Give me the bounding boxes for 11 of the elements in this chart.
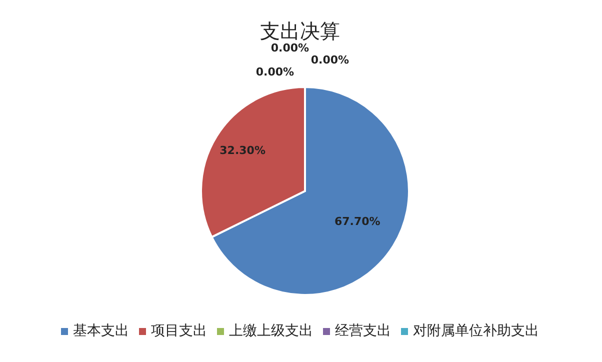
text: 0.00% — [256, 66, 294, 78]
legend-label: 基本支出 — [73, 322, 129, 340]
data-label: 32.30% — [220, 144, 266, 157]
legend-label: 对附属单位补助支出 — [413, 322, 539, 340]
text: 0.00% — [310, 54, 350, 66]
legend-label: 项目支出 — [151, 322, 207, 340]
data-label: 67.70% — [334, 215, 380, 228]
text: 0.00% — [270, 42, 310, 54]
chart-title: 支出决算 — [259, 18, 341, 43]
legend-label: 上缴上级支出 — [229, 322, 313, 340]
legend-label: 经营支出 — [335, 322, 391, 340]
